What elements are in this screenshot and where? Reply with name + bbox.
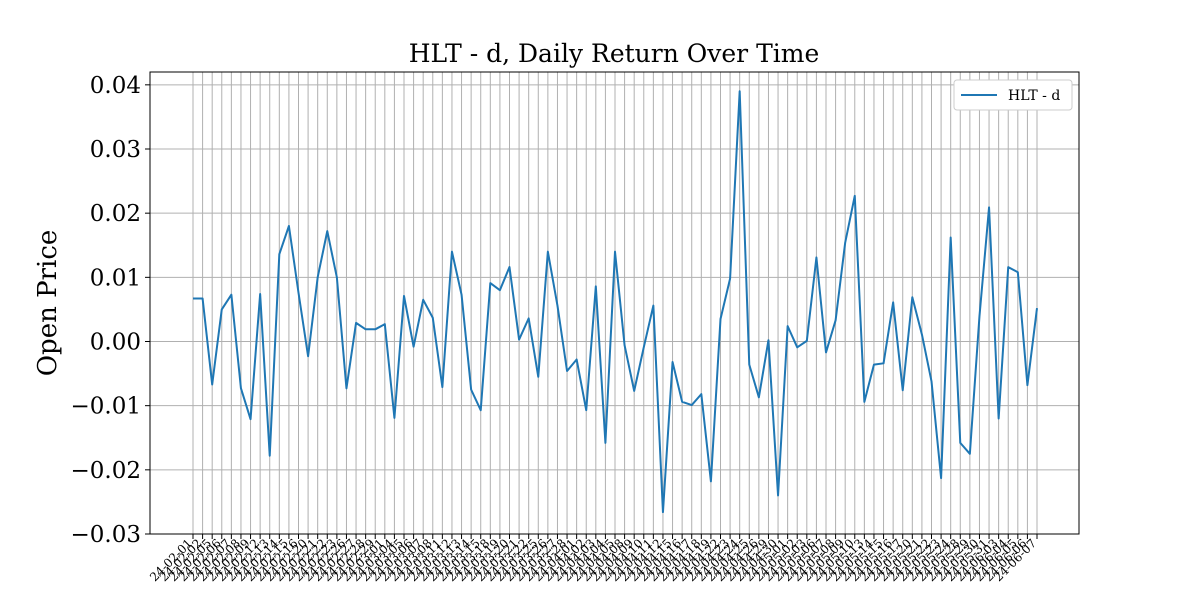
series-lines bbox=[193, 90, 1038, 514]
y-tick-label: −0.01 bbox=[71, 394, 141, 420]
y-tick-label: 0.04 bbox=[90, 73, 141, 99]
series-line bbox=[193, 90, 1038, 514]
legend-label: HLT - d bbox=[1008, 88, 1060, 104]
plot-frame bbox=[149, 71, 1080, 535]
y-axis-label: Open Price bbox=[33, 230, 63, 377]
legend-box bbox=[953, 79, 1073, 111]
y-tick-label: 0.00 bbox=[90, 330, 141, 356]
y-tick-label: 0.03 bbox=[90, 137, 141, 163]
legend: HLT - d bbox=[953, 79, 1073, 111]
y-axis-ticks: −0.03 −0.02 −0.01 0.00 0.01 0.02 0.03 0.04 bbox=[71, 73, 150, 548]
y-tick-label: 0.01 bbox=[90, 265, 141, 291]
y-tick-label: −0.03 bbox=[71, 522, 141, 548]
y-tick-label: −0.02 bbox=[71, 458, 141, 484]
x-axis-ticks: 24-02-0124-02-0224-02-0524-02-0624-02-07… bbox=[147, 534, 1039, 584]
chart-title: HLT - d, Daily Return Over Time bbox=[409, 39, 820, 68]
y-tick-label: 0.02 bbox=[90, 201, 141, 227]
